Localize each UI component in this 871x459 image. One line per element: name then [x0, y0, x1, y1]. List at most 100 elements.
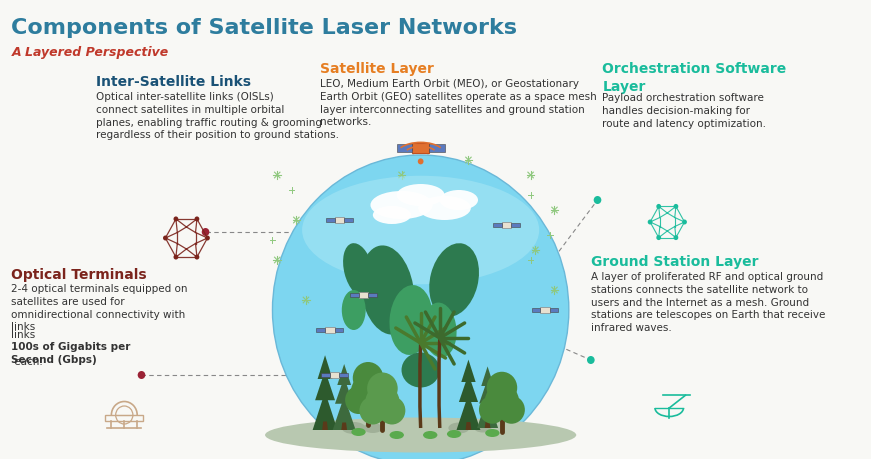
Polygon shape [459, 374, 478, 402]
Circle shape [138, 371, 145, 379]
Text: 2-4 optical terminals equipped on
satellites are used for
omnidirectional connec: 2-4 optical terminals equipped on satell… [11, 284, 188, 332]
Circle shape [194, 217, 199, 221]
Polygon shape [315, 370, 335, 400]
Ellipse shape [343, 243, 374, 297]
Circle shape [273, 155, 569, 459]
Ellipse shape [429, 243, 479, 317]
Ellipse shape [440, 190, 478, 210]
Text: Satellite Layer: Satellite Layer [321, 62, 434, 76]
Polygon shape [344, 218, 353, 222]
Polygon shape [313, 392, 337, 430]
Polygon shape [325, 327, 334, 333]
Circle shape [205, 235, 210, 241]
Polygon shape [334, 328, 343, 332]
Polygon shape [333, 396, 355, 430]
Polygon shape [477, 397, 498, 428]
Ellipse shape [474, 424, 491, 432]
Ellipse shape [265, 418, 577, 453]
Ellipse shape [341, 422, 366, 434]
Ellipse shape [373, 206, 411, 224]
Polygon shape [368, 293, 376, 297]
Polygon shape [540, 307, 550, 313]
Ellipse shape [485, 429, 500, 437]
Text: Optical Terminals: Optical Terminals [11, 268, 147, 282]
Polygon shape [412, 143, 429, 153]
Polygon shape [456, 394, 481, 430]
Circle shape [163, 235, 168, 241]
Polygon shape [321, 373, 330, 377]
Polygon shape [340, 373, 348, 377]
Ellipse shape [397, 184, 444, 206]
Ellipse shape [341, 290, 366, 330]
Polygon shape [316, 328, 325, 332]
Ellipse shape [370, 191, 433, 219]
Circle shape [479, 396, 506, 424]
Polygon shape [322, 421, 327, 430]
Polygon shape [335, 377, 354, 404]
Ellipse shape [423, 431, 437, 439]
Text: Ground Station Layer: Ground Station Layer [591, 255, 759, 269]
Ellipse shape [361, 246, 414, 335]
Polygon shape [429, 145, 445, 151]
Ellipse shape [447, 430, 462, 438]
Text: A layer of proliferated RF and optical ground
stations connects the satellite ne: A layer of proliferated RF and optical g… [591, 272, 825, 333]
Circle shape [594, 196, 601, 204]
Polygon shape [550, 308, 558, 312]
Polygon shape [482, 366, 494, 386]
Text: LEO, Medium Earth Orbit (MEO), or Geostationary
Earth Orbit (GEO) satellites ope: LEO, Medium Earth Orbit (MEO), or Geosta… [321, 79, 597, 128]
Circle shape [673, 204, 679, 209]
Circle shape [682, 219, 687, 224]
Circle shape [648, 219, 652, 224]
Ellipse shape [302, 176, 539, 284]
Text: Optical inter-satellite links (OISLs)
connect satellites in multiple orbital
pla: Optical inter-satellite links (OISLs) co… [96, 92, 339, 140]
Polygon shape [326, 218, 334, 222]
Text: Orchestration Software
Layer: Orchestration Software Layer [603, 62, 787, 94]
Circle shape [487, 372, 517, 404]
Polygon shape [493, 223, 502, 227]
Circle shape [360, 397, 386, 425]
Circle shape [202, 228, 209, 236]
Polygon shape [531, 308, 540, 312]
Polygon shape [341, 422, 347, 430]
Text: each.: each. [11, 357, 44, 367]
Polygon shape [318, 355, 333, 379]
Polygon shape [502, 222, 511, 228]
Ellipse shape [449, 422, 469, 433]
Polygon shape [462, 359, 476, 382]
Circle shape [173, 217, 179, 221]
Circle shape [353, 362, 383, 394]
Circle shape [345, 386, 372, 414]
Circle shape [657, 235, 661, 240]
Polygon shape [396, 145, 412, 151]
Circle shape [364, 386, 391, 414]
Polygon shape [330, 372, 340, 378]
Text: A Layered Perspective: A Layered Perspective [11, 45, 169, 58]
Ellipse shape [363, 423, 382, 433]
Text: Components of Satellite Laser Networks: Components of Satellite Laser Networks [11, 18, 517, 38]
Text: 100s of Gigabits per
Second (Gbps): 100s of Gigabits per Second (Gbps) [11, 342, 131, 365]
Polygon shape [359, 292, 368, 298]
Polygon shape [337, 364, 351, 385]
Circle shape [498, 396, 525, 424]
Polygon shape [350, 293, 359, 297]
Ellipse shape [389, 431, 404, 439]
Circle shape [587, 356, 595, 364]
Ellipse shape [351, 428, 366, 436]
Circle shape [351, 374, 385, 410]
Ellipse shape [423, 302, 456, 358]
Ellipse shape [402, 353, 440, 387]
Circle shape [379, 397, 405, 425]
Circle shape [365, 385, 400, 420]
Polygon shape [511, 223, 520, 227]
Circle shape [484, 384, 519, 420]
Polygon shape [484, 421, 490, 428]
Text: links: links [11, 330, 39, 340]
Polygon shape [479, 379, 496, 403]
Ellipse shape [418, 196, 471, 220]
Text: Inter-Satellite Links: Inter-Satellite Links [96, 75, 251, 89]
Text: Payload orchestration software
handles decision-making for
route and latency opt: Payload orchestration software handles d… [603, 93, 766, 129]
Polygon shape [334, 217, 344, 223]
Circle shape [418, 158, 423, 164]
Polygon shape [466, 422, 471, 430]
Circle shape [673, 235, 679, 240]
